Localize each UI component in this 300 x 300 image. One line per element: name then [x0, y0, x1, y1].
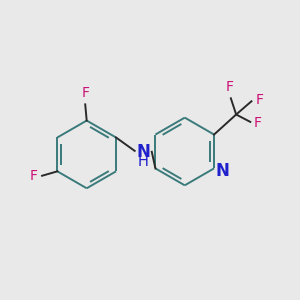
Text: F: F	[254, 116, 262, 130]
Text: F: F	[30, 169, 38, 183]
Text: H: H	[138, 154, 149, 169]
Text: F: F	[81, 86, 89, 100]
Text: N: N	[215, 162, 229, 180]
Text: F: F	[225, 80, 233, 94]
Text: F: F	[255, 92, 263, 106]
Text: N: N	[136, 143, 151, 161]
